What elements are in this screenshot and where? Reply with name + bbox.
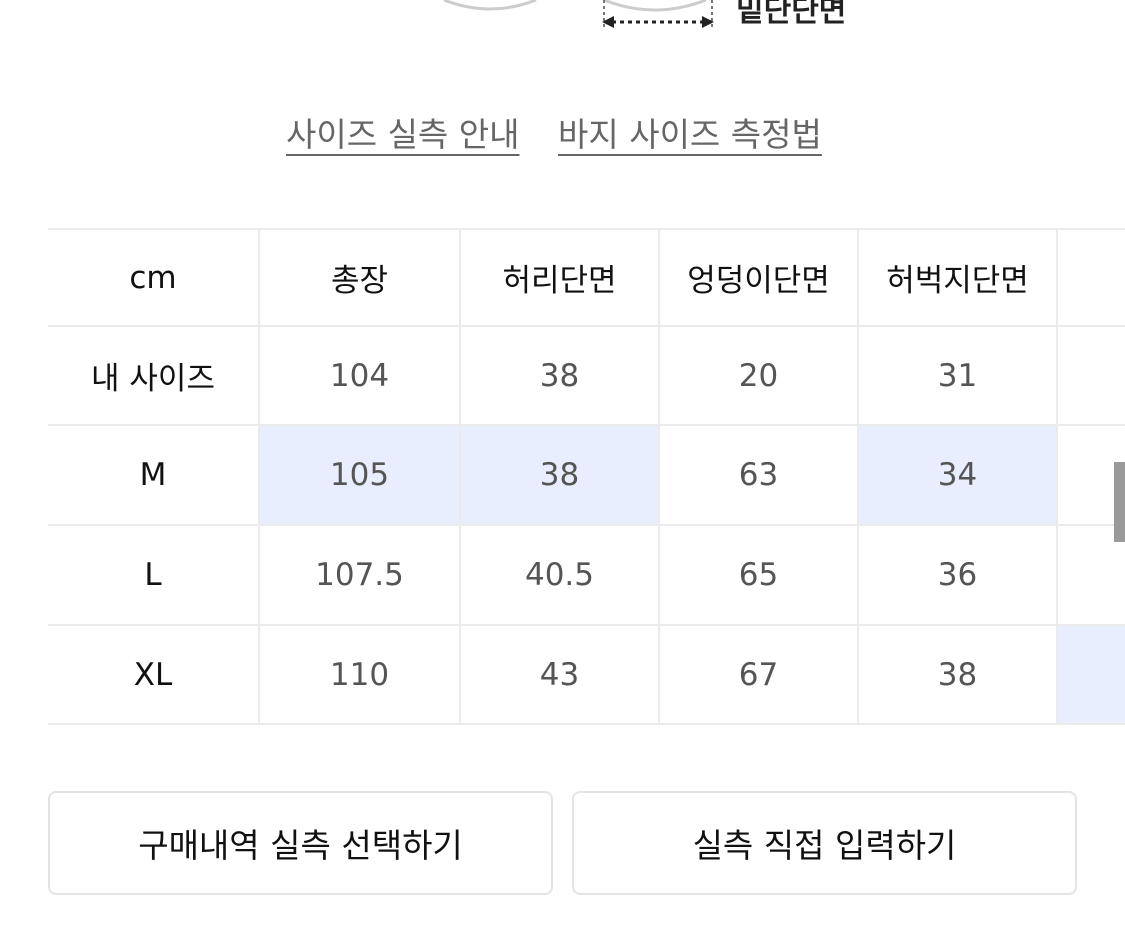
table-cell — [1058, 626, 1125, 725]
table-cell: 107.5 — [260, 526, 461, 626]
header-cell: cm — [48, 228, 260, 327]
table-cell — [1058, 526, 1125, 626]
table-cell: 38 — [859, 626, 1058, 725]
measure-guide-link[interactable]: 바지 사이즈 측정법 — [558, 115, 822, 154]
row-label: XL — [48, 626, 260, 725]
header-cell: 허리단면 — [461, 228, 660, 327]
table-cell: 31 — [859, 327, 1058, 426]
header-cell: 엉덩이단면 — [660, 228, 859, 327]
table-cell: 38 — [461, 327, 660, 426]
table-cell: 105 — [260, 426, 461, 526]
table-cell — [1058, 426, 1125, 526]
table-cell: 65 — [660, 526, 859, 626]
table-cell: 36 — [859, 526, 1058, 626]
select-purchase-button[interactable]: 구매내역 실측 선택하기 — [48, 791, 553, 895]
header-cell — [1058, 228, 1125, 327]
row-label: L — [48, 526, 260, 626]
table-cell: 38 — [461, 426, 660, 526]
size-guide-link[interactable]: 사이즈 실측 안내 — [286, 115, 520, 154]
header-cell: 총장 — [260, 228, 461, 327]
scrollbar — [1114, 462, 1125, 542]
table-cell: 43 — [461, 626, 660, 725]
table-cell: 104 — [260, 327, 461, 426]
table-cell: 67 — [660, 626, 859, 725]
manual-input-button[interactable]: 실측 직접 입력하기 — [572, 791, 1077, 895]
illustration — [443, 0, 714, 28]
table-cell: 20 — [660, 327, 859, 426]
row-label: 내 사이즈 — [48, 327, 260, 426]
table-cell: 63 — [660, 426, 859, 526]
table-cell: 110 — [260, 626, 461, 725]
row-label: M — [48, 426, 260, 526]
table-cell: 34 — [859, 426, 1058, 526]
table-cell — [1058, 327, 1125, 426]
illustration-label: 밑단단면 — [736, 0, 847, 29]
table-cell: 40.5 — [461, 526, 660, 626]
header-cell: 허벅지단면 — [859, 228, 1058, 327]
